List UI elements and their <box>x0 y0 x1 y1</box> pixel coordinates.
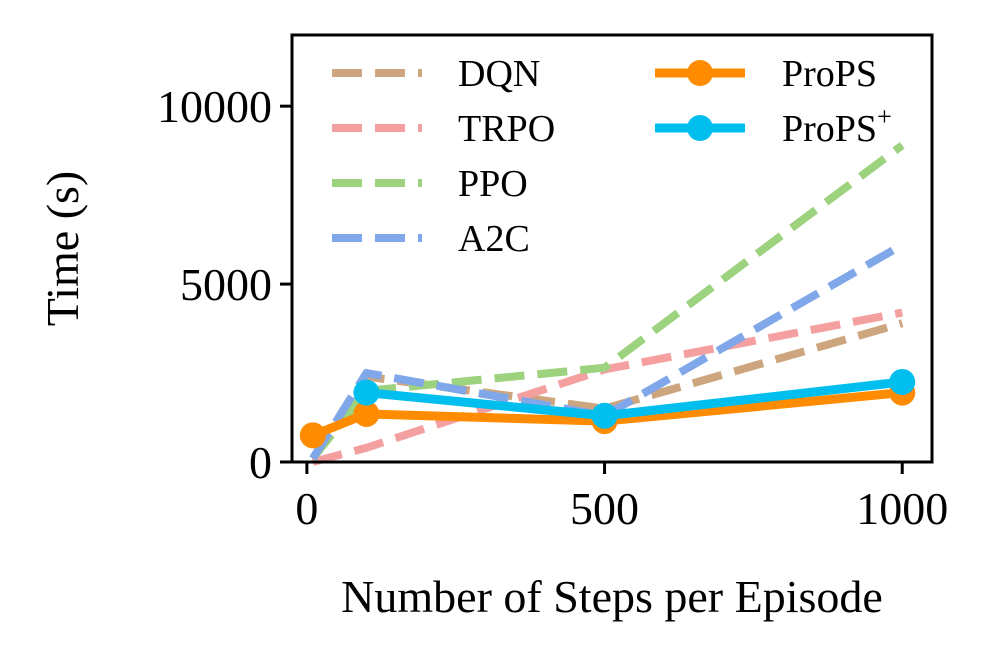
legend-label-trpo: TRPO <box>458 108 555 150</box>
legend-label-ppo: PPO <box>458 163 528 205</box>
x-tick-label: 0 <box>295 483 318 534</box>
plot-lines <box>299 142 916 466</box>
data-point-props-plus <box>889 368 916 395</box>
series-line-a2c <box>309 241 905 461</box>
legend-label-props: ProPS <box>782 53 877 95</box>
data-point-props <box>353 400 380 427</box>
series-line-props <box>311 388 903 440</box>
legend-label-a2c: A2C <box>458 218 530 260</box>
y-tick-label: 0 <box>249 437 272 488</box>
legend-marker-props-plus <box>687 115 713 141</box>
x-tick-label: 1000 <box>856 483 948 534</box>
legend: DQN TRPO PPO A2C ProPS ProPS+ <box>332 53 892 260</box>
legend-label-props-plus: ProPS+ <box>782 102 892 150</box>
data-point-props-plus <box>591 402 618 429</box>
series-line-trpo <box>311 308 903 466</box>
y-axis-label: Time (s) <box>37 171 88 327</box>
x-axis-label: Number of Steps per Episode <box>341 571 883 622</box>
legend-label-dqn: DQN <box>458 53 540 95</box>
y-tick-label: 5000 <box>180 259 272 310</box>
x-tick-label: 500 <box>570 483 639 534</box>
y-tick-label: 10000 <box>157 81 272 132</box>
data-point-props-plus <box>353 379 380 406</box>
plot-frame <box>290 33 934 464</box>
data-point-props <box>299 422 326 449</box>
legend-marker-props <box>687 60 713 86</box>
